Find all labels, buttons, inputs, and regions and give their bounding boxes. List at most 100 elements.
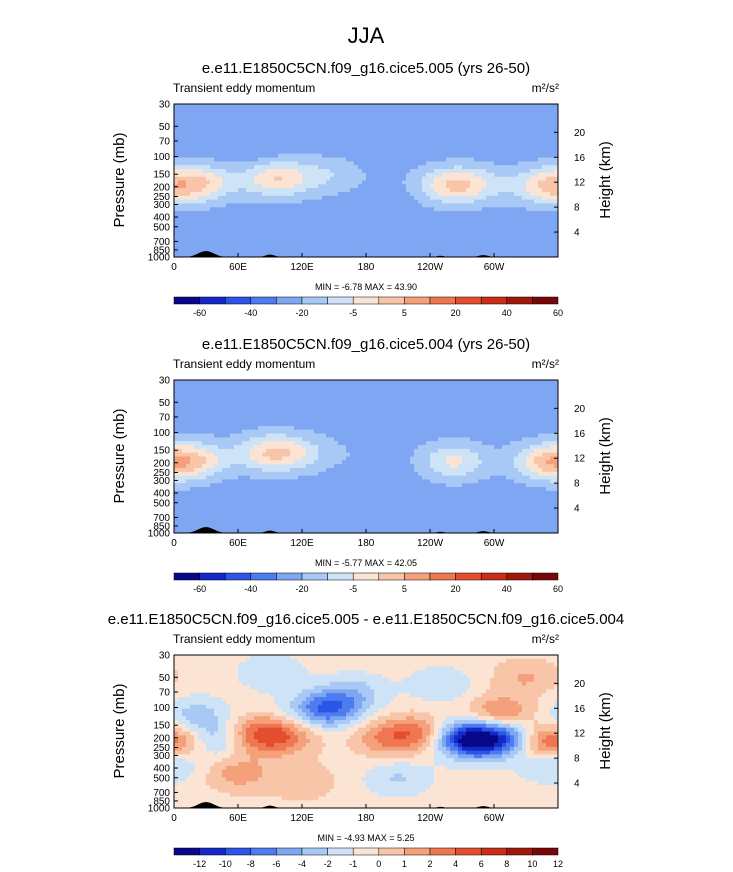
field-cell: [490, 161, 495, 166]
field-cell: [538, 138, 543, 143]
field-cell: [314, 241, 319, 247]
field-cell: [518, 211, 523, 216]
field-cell: [254, 165, 259, 170]
field-cell: [490, 107, 495, 113]
field-cell: [366, 161, 371, 166]
field-cell: [310, 249, 315, 254]
field-cell: [498, 149, 503, 155]
field-cell: [254, 157, 259, 162]
field-cell: [390, 414, 395, 419]
field-cell: [478, 142, 483, 147]
field-cell: [174, 149, 179, 155]
field-cell: [350, 138, 355, 143]
field-cell: [414, 418, 419, 423]
field-cell: [278, 406, 283, 412]
field-cell: [370, 107, 375, 113]
field-cell: [430, 383, 435, 389]
field-cell: [482, 237, 487, 243]
field-cell: [326, 410, 331, 416]
field-cell: [334, 402, 339, 408]
field-cell: [458, 402, 463, 408]
field-cell: [210, 410, 215, 416]
field-cell: [178, 126, 183, 132]
field-cell: [174, 399, 179, 404]
field-cell: [402, 123, 407, 128]
field-cell: [318, 395, 323, 400]
field-cell: [410, 391, 415, 396]
field-cell: [178, 119, 183, 124]
field-cell: [490, 195, 495, 201]
field-cell: [194, 402, 199, 408]
field-cell: [546, 149, 551, 155]
field-cell: [194, 115, 199, 120]
field-cell: [194, 211, 199, 216]
field-cell: [250, 399, 255, 404]
field-cell: [394, 134, 399, 140]
field-cell: [462, 410, 467, 416]
field-cell: [458, 406, 463, 412]
field-cell: [374, 207, 379, 212]
field-cell: [402, 399, 407, 404]
field-cell: [310, 406, 315, 412]
field-cell: [522, 126, 527, 132]
field-cell: [198, 234, 203, 239]
field-cell: [494, 153, 499, 159]
field-cell: [298, 245, 303, 250]
field-cell: [434, 253, 439, 257]
field-cell: [386, 211, 391, 216]
field-cell: [282, 226, 287, 231]
field-cell: [506, 169, 511, 174]
field-cell: [378, 111, 383, 117]
field-cell: [478, 253, 483, 257]
field-cell: [242, 172, 247, 178]
field-cell: [554, 406, 558, 412]
field-cell: [370, 104, 375, 109]
field-cell: [406, 180, 411, 185]
y-right-tick-label: 4: [574, 228, 580, 239]
field-cell: [542, 199, 547, 205]
field-cell: [490, 165, 495, 170]
field-cell: [238, 169, 243, 174]
field-cell: [290, 387, 295, 393]
field-cell: [546, 383, 551, 389]
field-cell: [318, 380, 323, 385]
field-cell: [358, 153, 363, 159]
field-cell: [546, 104, 551, 109]
field-cell: [350, 218, 355, 224]
field-cell: [446, 107, 451, 113]
field-cell: [442, 237, 447, 243]
field-cell: [230, 237, 235, 243]
field-cell: [206, 161, 211, 166]
field-cell: [342, 123, 347, 128]
field-cell: [414, 176, 419, 182]
field-cell: [362, 245, 367, 250]
field-cell: [454, 123, 459, 128]
field-cell: [298, 195, 303, 201]
field-cell: [302, 207, 307, 212]
field-cell: [250, 130, 255, 136]
field-cell: [362, 226, 367, 231]
field-cell: [546, 130, 551, 136]
field-cell: [358, 230, 363, 235]
field-cell: [550, 237, 555, 243]
field-cell: [430, 387, 435, 393]
field-cell: [194, 383, 199, 389]
field-cell: [298, 253, 303, 257]
field-cell: [238, 176, 243, 182]
y-right-tick-label: 16: [574, 153, 586, 164]
field-cell: [234, 245, 239, 250]
field-cell: [466, 184, 471, 189]
field-cell: [490, 146, 495, 151]
field-cell: [414, 399, 419, 404]
field-cell: [202, 203, 207, 208]
field-cell: [474, 104, 479, 109]
field-cell: [246, 146, 251, 151]
field-cell: [438, 172, 443, 178]
field-cell: [298, 383, 303, 389]
field-cell: [434, 391, 439, 396]
field-cell: [526, 253, 531, 257]
field-cell: [206, 226, 211, 231]
field-cell: [218, 414, 223, 419]
field-cell: [374, 199, 379, 205]
field-cell: [314, 203, 319, 208]
